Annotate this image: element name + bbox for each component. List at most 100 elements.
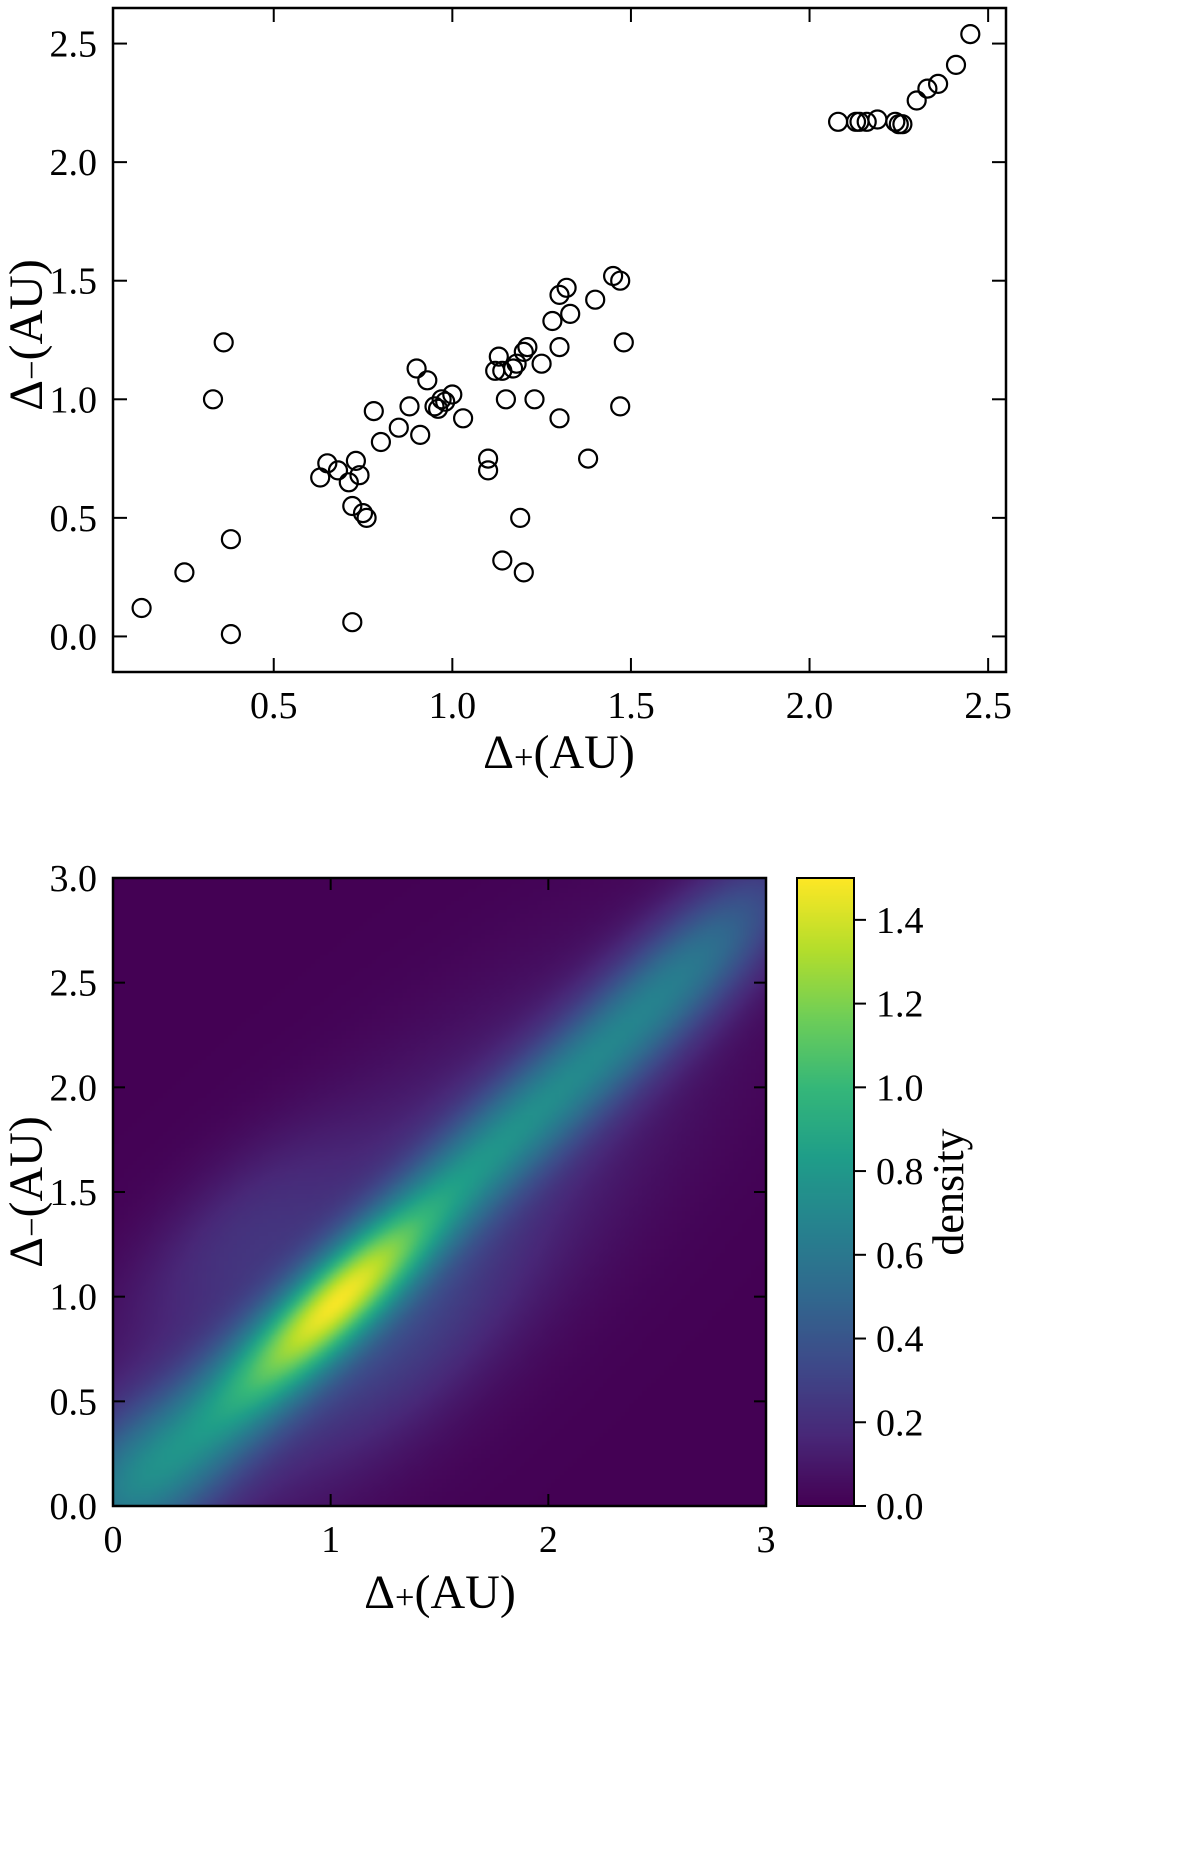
colorbar-tick-label: 0.8	[876, 1151, 924, 1193]
delta-symbol: Δ	[0, 1236, 53, 1268]
scatter-point	[506, 353, 527, 374]
scatter-point	[202, 389, 224, 410]
scatter-point	[428, 398, 449, 419]
scatter-point	[867, 109, 888, 130]
x-tick-label: 1.5	[607, 685, 655, 727]
scatter-point	[960, 23, 981, 45]
scatter-point	[213, 332, 234, 353]
x-tick-label: 2	[539, 1519, 558, 1561]
scatter-point	[513, 562, 534, 583]
scatter-point	[549, 408, 570, 429]
scatter-point	[342, 612, 363, 633]
scatter-point	[542, 310, 563, 332]
scatter-point	[927, 73, 949, 95]
scatter-point	[856, 111, 877, 132]
y-tick-label: 0.0	[50, 1486, 98, 1528]
heatmap-plot-area: 0 1 2 3 0.0 0.5 1.0 1.5 2.0 2.5 3.0 0.0 0.2 0.4 0.6 0.8…	[50, 858, 924, 1561]
scatter-point	[560, 303, 581, 324]
x-tick-label: 0.5	[250, 685, 298, 727]
colorbar-tick-label: 0.6	[876, 1235, 924, 1277]
scatter-point	[220, 623, 241, 645]
plot-frame	[111, 876, 768, 1508]
colorbar-tick-label: 0.0	[876, 1486, 924, 1528]
scatter-point	[478, 448, 499, 469]
scatter-point	[174, 562, 195, 583]
y-tick-label: 2.0	[50, 1067, 98, 1109]
heatmap-x-axis-label: Δ + (AU)	[364, 1565, 516, 1619]
colorbar-tick-label: 1.2	[876, 984, 924, 1026]
colorbar-tick-label: 0.2	[876, 1402, 924, 1444]
delta-symbol: Δ	[0, 379, 53, 411]
scatter-point	[510, 507, 531, 529]
scatter-point	[424, 396, 445, 417]
colorbar-tick-label: 1.4	[876, 900, 924, 942]
scatter-point	[352, 502, 374, 524]
scatter-point	[370, 431, 391, 453]
colorbar-axis-label: density	[923, 1128, 973, 1256]
scatter-point	[610, 396, 631, 417]
y-tick-label: 3.0	[50, 858, 98, 900]
colorbar-gradient	[797, 878, 854, 1506]
y-tick-label: 0.5	[50, 1381, 98, 1423]
scatter-point	[410, 424, 431, 445]
unit-text: (AU)	[414, 1565, 516, 1619]
scatter-point	[495, 389, 516, 410]
scatter-point	[513, 341, 534, 362]
scatter-point	[327, 460, 349, 481]
scatter-x-axis-label: Δ + (AU)	[483, 725, 635, 779]
x-tick-label: 2.5	[964, 685, 1012, 727]
scatter-point	[363, 401, 384, 422]
scatter-point	[524, 389, 545, 410]
scatter-point	[577, 448, 599, 469]
colorbar-tick-label: 0.4	[876, 1319, 924, 1361]
y-tick-label: 1.5	[50, 261, 98, 303]
scatter-point	[827, 111, 849, 132]
scatter-figure: 0.5 1.0 1.5 2.0 2.5 0.0 0.5 1.0 1.5 2.0 2.5 Δ + (AU…	[0, 0, 1200, 810]
heatmap-y-axis-label: Δ − (AU)	[0, 1116, 53, 1268]
x-tick-label: 1	[321, 1519, 340, 1561]
y-tick-label: 1.0	[50, 1277, 98, 1319]
scatter-point	[131, 597, 152, 619]
unit-text: (AU)	[533, 725, 635, 779]
scatter-point	[317, 453, 338, 474]
scatter-point	[517, 337, 538, 358]
unit-text: (AU)	[0, 1116, 53, 1218]
scatter-point	[549, 337, 570, 358]
scatter-point	[453, 408, 474, 429]
scatter-point	[435, 391, 456, 412]
x-tick-label: 1.0	[429, 685, 477, 727]
colorbar-frame	[796, 877, 855, 1507]
scatter-point	[478, 460, 499, 481]
scatter-point	[356, 507, 377, 529]
scatter-point	[613, 332, 634, 353]
scatter-point	[945, 54, 967, 76]
scatter-point	[502, 358, 524, 379]
y-tick-label: 1.0	[50, 379, 98, 421]
colorbar-tick-label: 1.0	[876, 1067, 924, 1109]
scatter-point	[349, 465, 370, 486]
scatter-point	[338, 472, 359, 493]
scatter-point	[610, 270, 631, 291]
scatter-point	[492, 550, 513, 571]
scatter-point	[549, 284, 570, 305]
scatter-point	[220, 529, 241, 550]
x-tick-label: 2.0	[786, 685, 834, 727]
scatter-point	[892, 114, 913, 135]
scatter-point	[556, 277, 577, 298]
scatter-plot-area: 0.5 1.0 1.5 2.0 2.5 0.0 0.5 1.0 1.5 2.0 2.5	[50, 6, 1012, 727]
y-tick-label: 0.0	[50, 616, 98, 658]
scatter-point	[906, 90, 927, 111]
scatter-point	[345, 450, 366, 471]
x-tick-label: 3	[757, 1519, 776, 1561]
x-tick-label: 0	[104, 1519, 123, 1561]
scatter-point	[431, 389, 452, 410]
scatter-point	[442, 384, 463, 405]
plot-frame	[111, 6, 1008, 674]
scatter-point	[531, 353, 552, 374]
density-heatmap	[113, 878, 766, 1506]
scatter-point	[488, 346, 509, 367]
y-tick-label: 0.5	[50, 498, 98, 540]
delta-symbol: Δ	[364, 1565, 396, 1619]
delta-symbol: Δ	[483, 725, 515, 779]
scatter-point	[417, 370, 438, 391]
